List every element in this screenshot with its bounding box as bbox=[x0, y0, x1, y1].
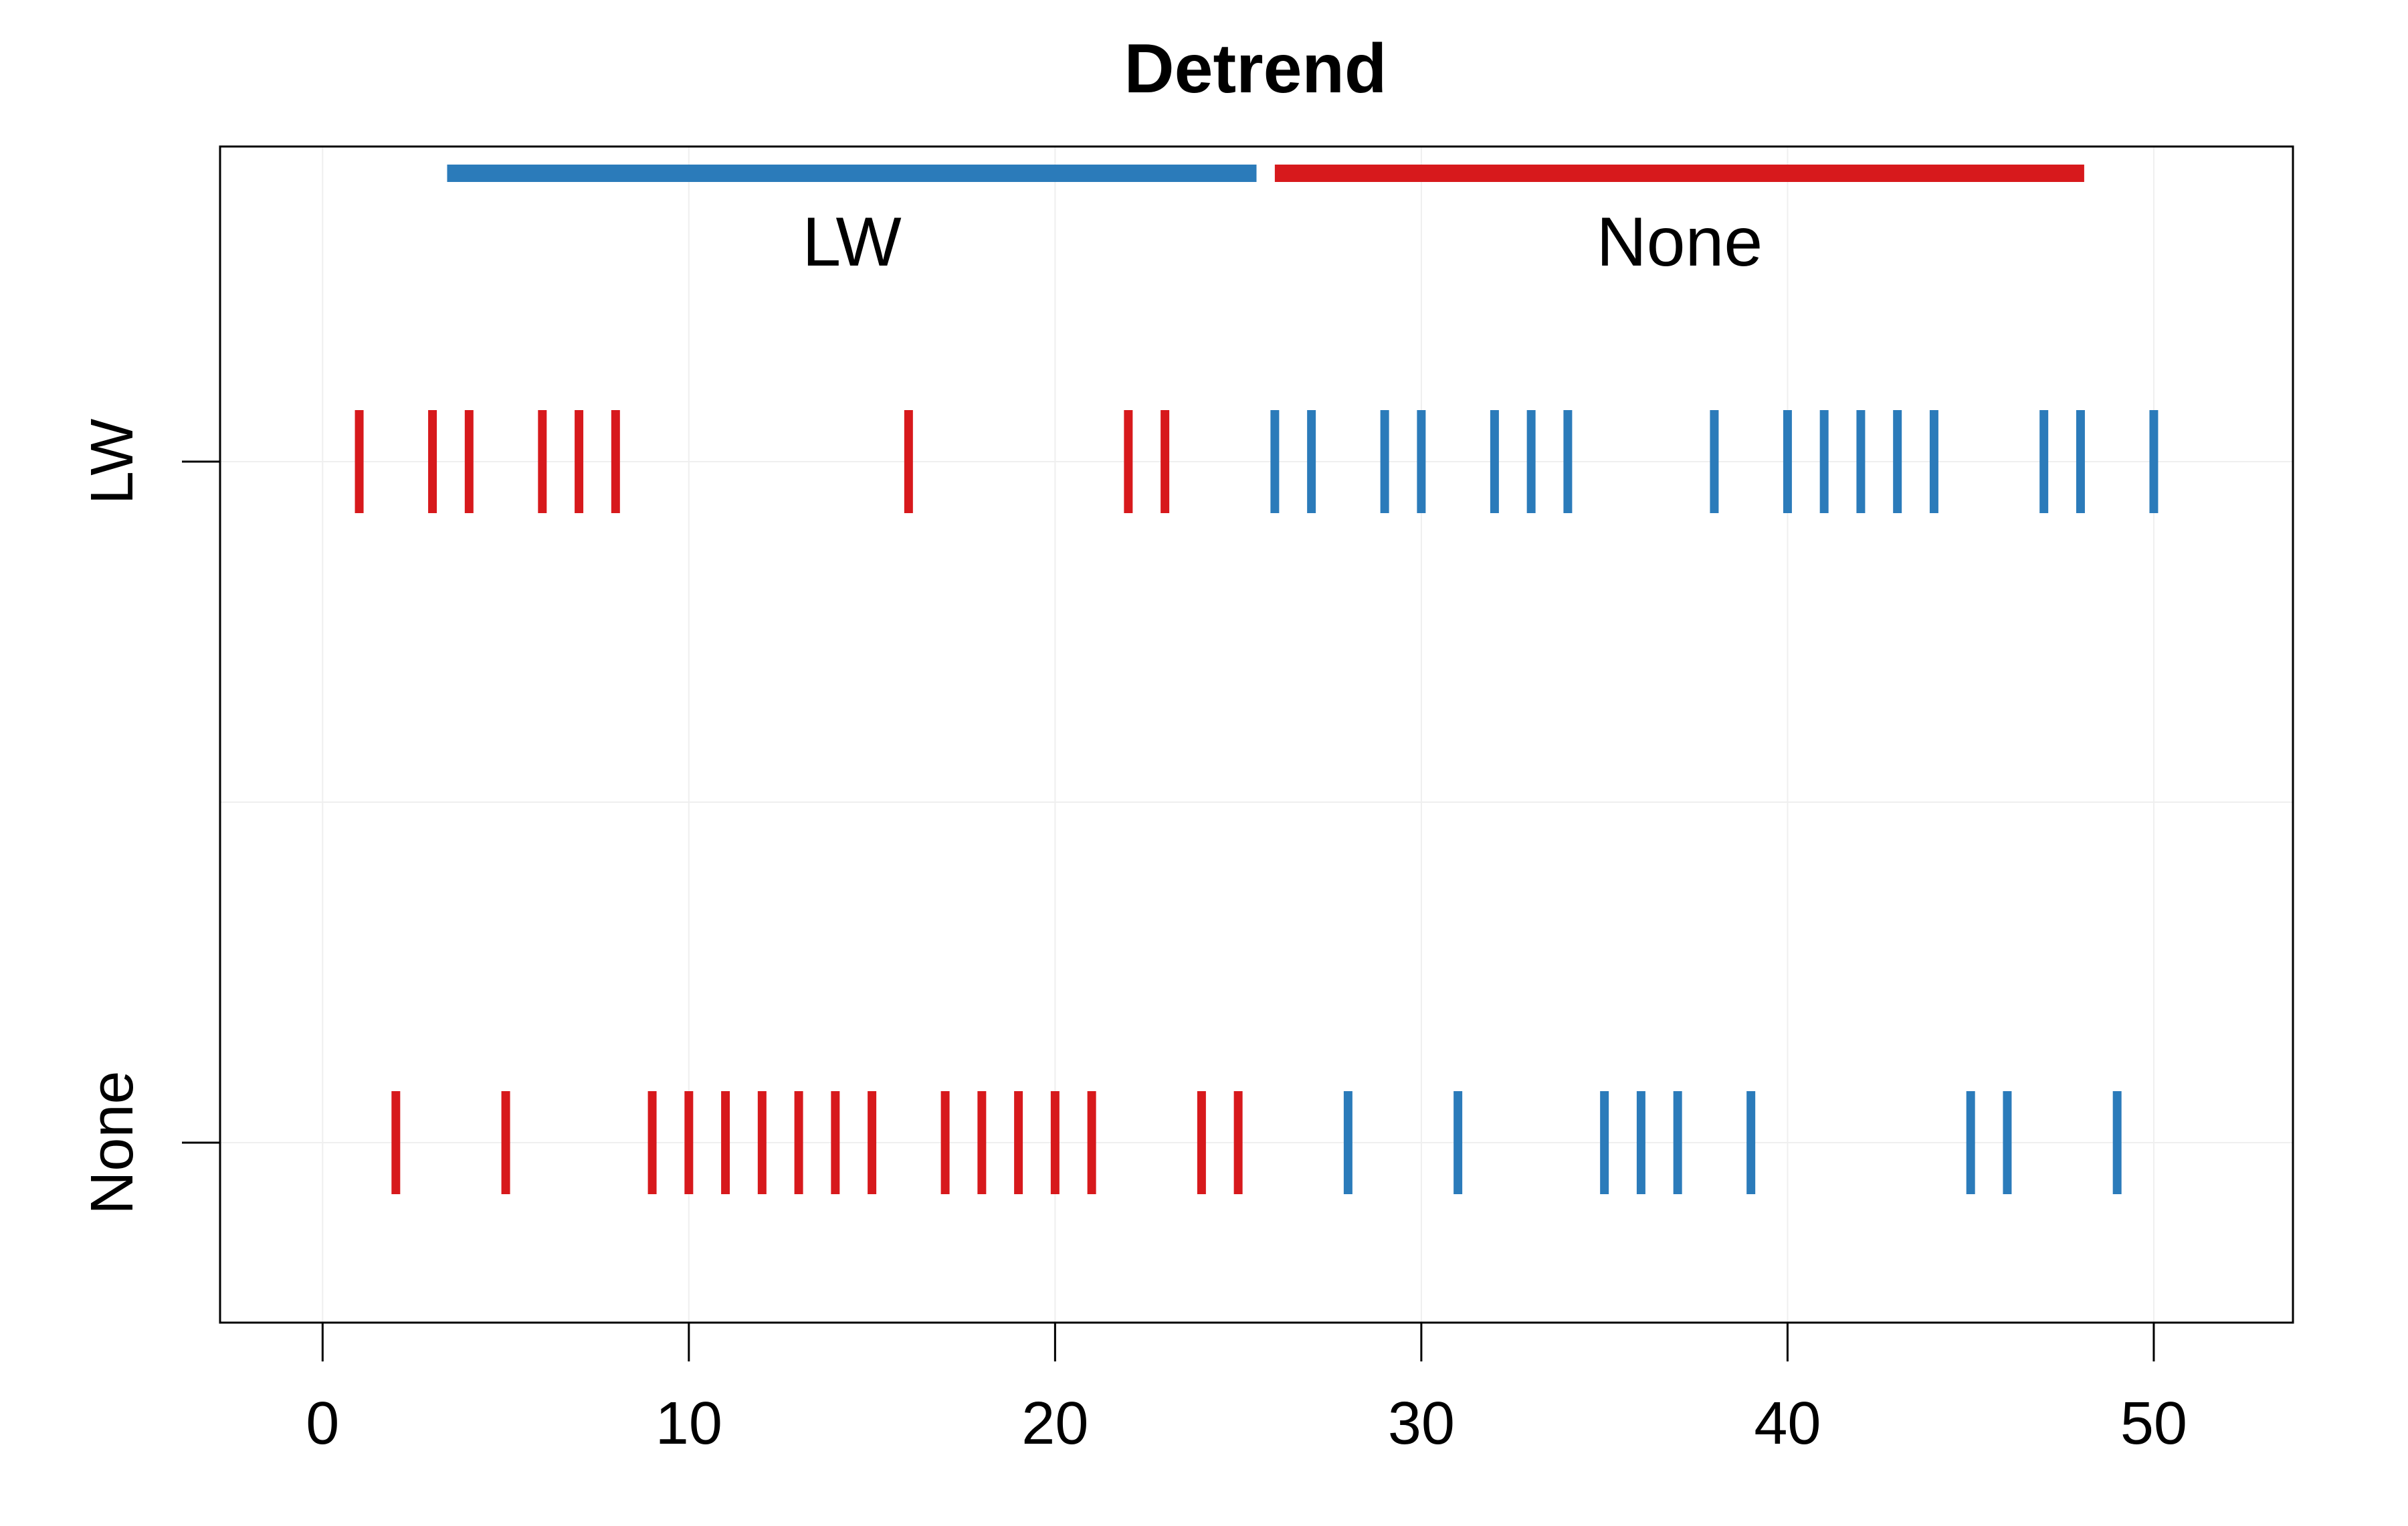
x-tick-label-0: 0 bbox=[306, 1390, 339, 1457]
axis-layer: 0 10 20 30 40 50 None LW bbox=[79, 419, 2187, 1457]
header-label-0: LW bbox=[802, 203, 901, 281]
header-label-1: None bbox=[1597, 203, 1763, 281]
chart-title: Detrend bbox=[1124, 30, 1387, 108]
x-tick-label-3: 30 bbox=[1388, 1390, 1455, 1457]
y-tick-label-lw: LW bbox=[79, 419, 146, 504]
marks-layer bbox=[355, 410, 2159, 1194]
y-tick-label-none: None bbox=[79, 1070, 146, 1214]
x-tick-label-2: 20 bbox=[1021, 1390, 1088, 1457]
plot-frame bbox=[219, 145, 2294, 1324]
x-tick-label-5: 50 bbox=[2120, 1390, 2187, 1457]
x-tick-label-4: 40 bbox=[1754, 1390, 1821, 1457]
grid-layer bbox=[220, 147, 2293, 1323]
header-layer: LW None bbox=[447, 165, 2084, 281]
x-tick-label-1: 10 bbox=[656, 1390, 722, 1457]
